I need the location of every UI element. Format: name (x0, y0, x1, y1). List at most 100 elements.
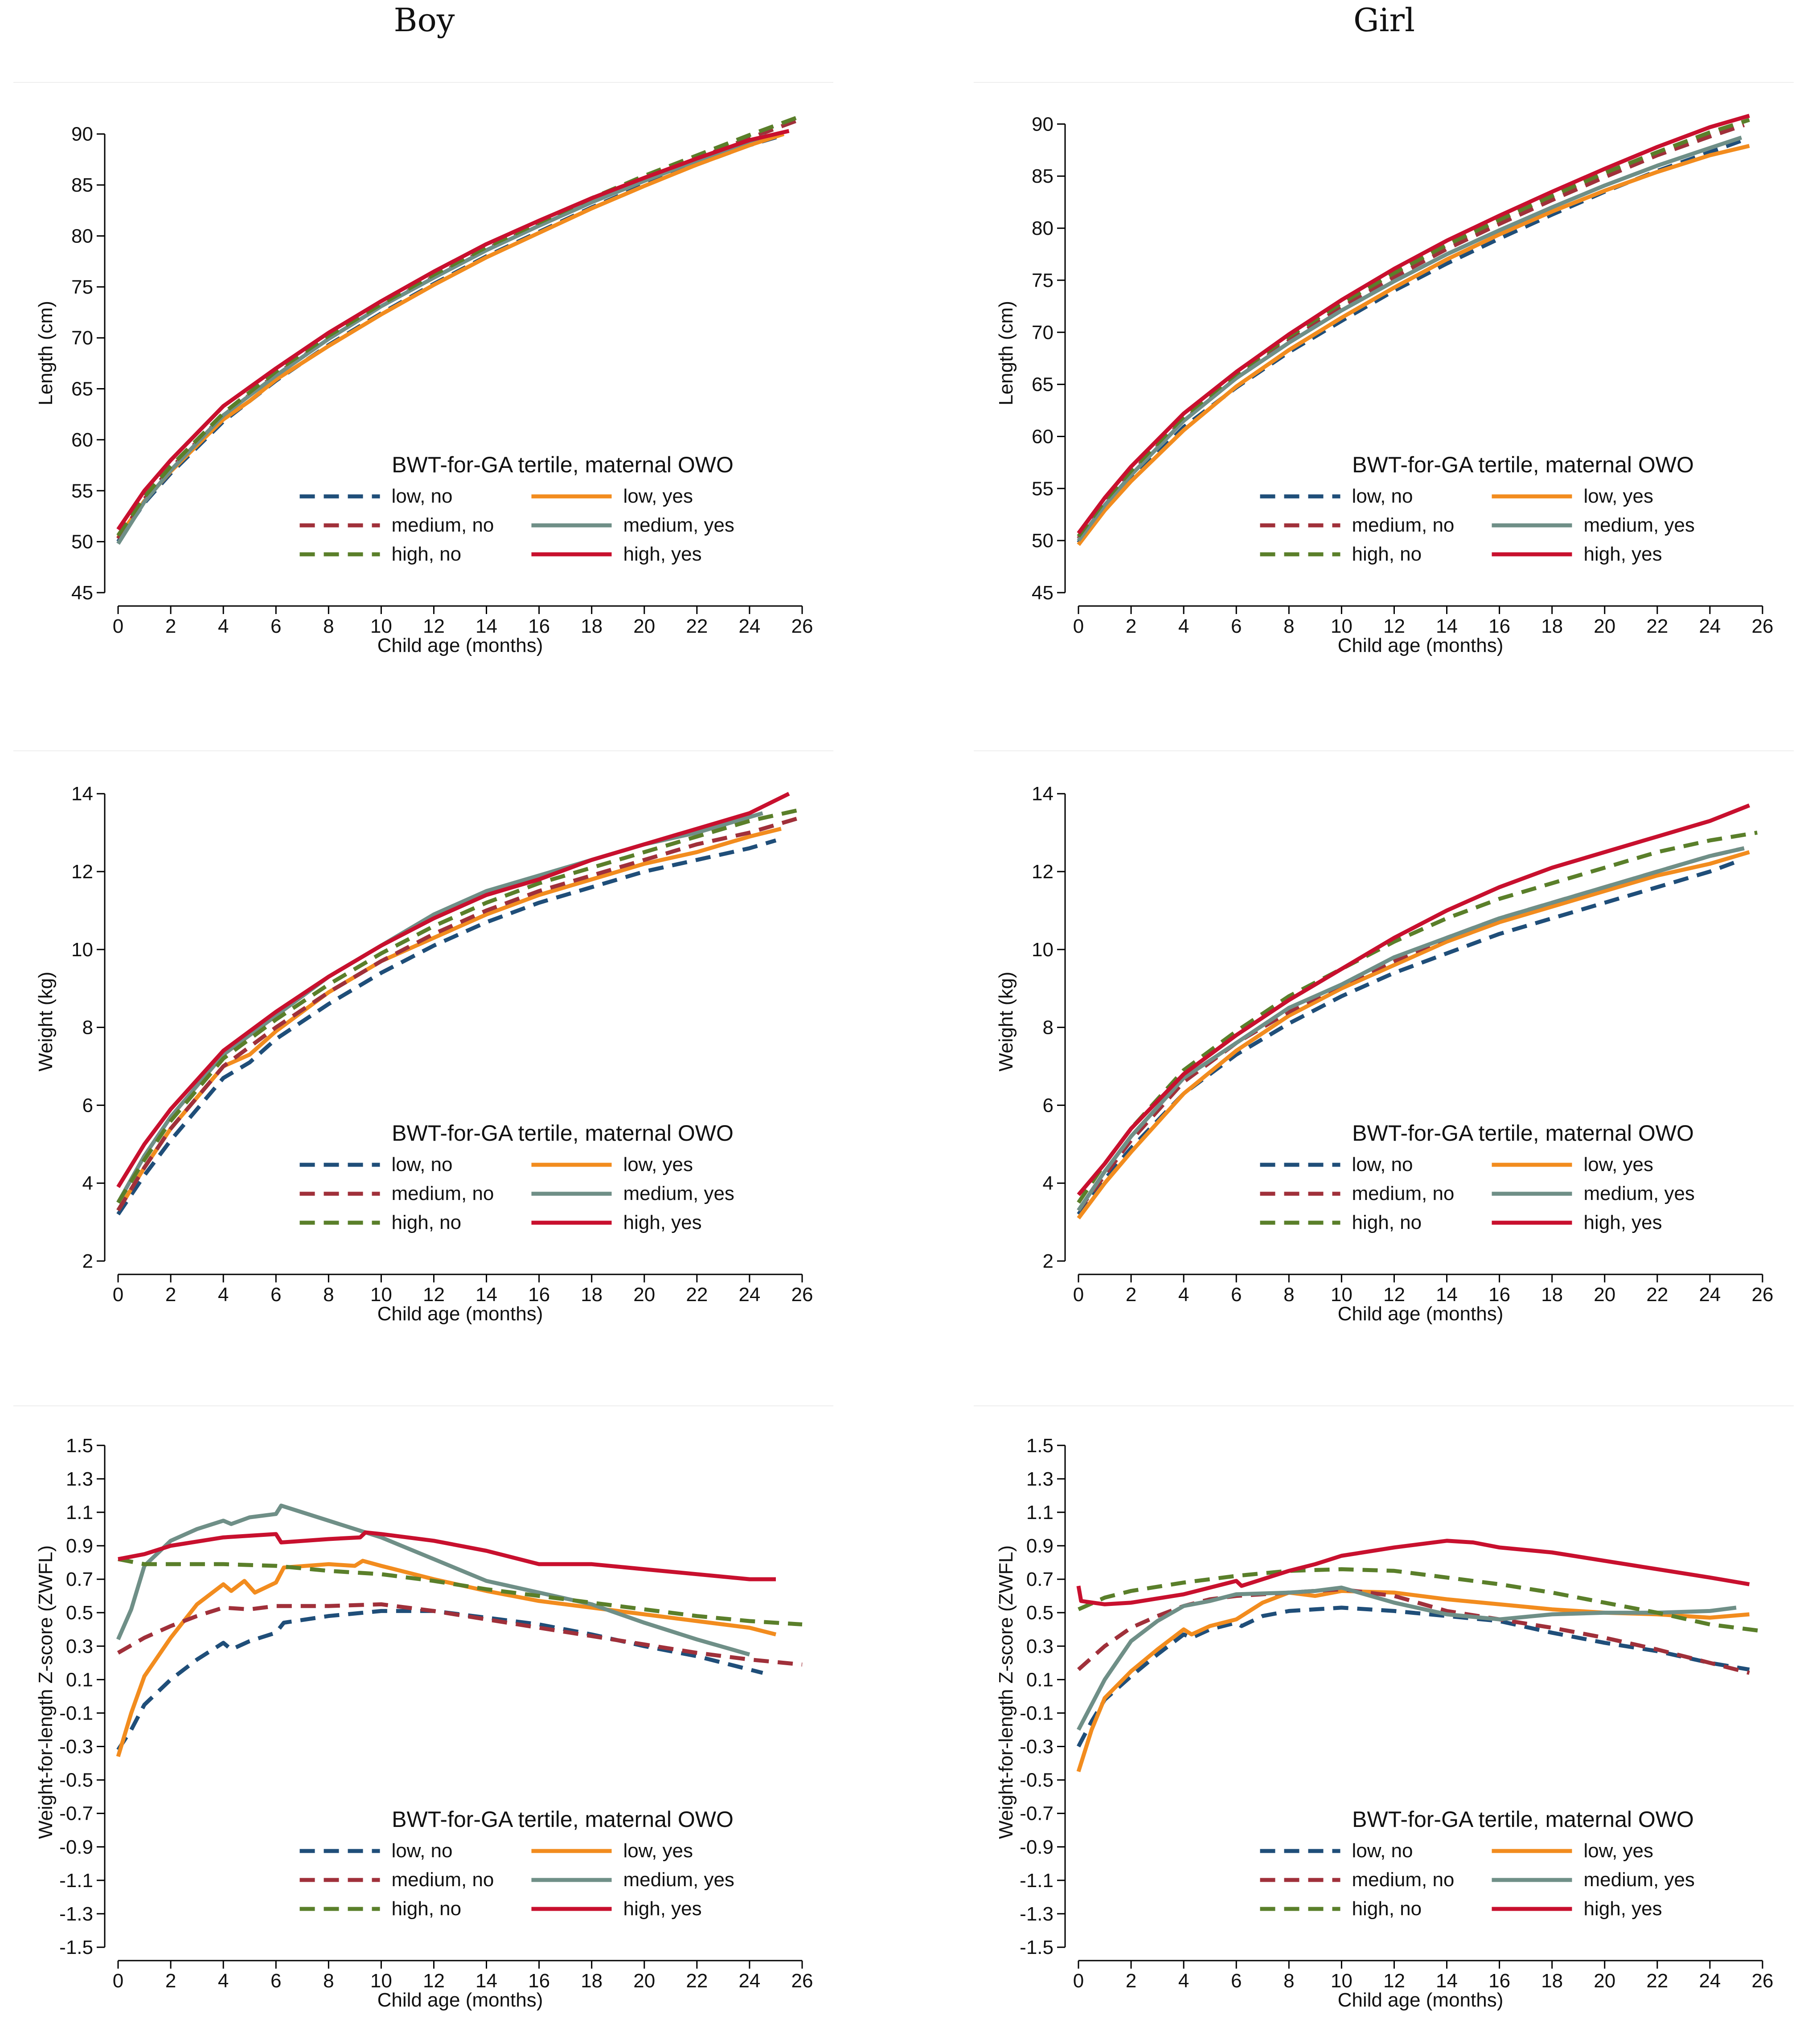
legend-label: low, yes (623, 1154, 693, 1175)
y-tick-label: 45 (1032, 582, 1053, 604)
y-tick-label: 85 (71, 174, 93, 196)
y-tick-label: -0.3 (59, 1736, 93, 1758)
x-tick-label: 14 (1436, 1970, 1458, 1992)
legend-label: medium, no (392, 1869, 494, 1891)
x-tick-label: 20 (633, 1284, 655, 1306)
y-tick-label: 60 (71, 429, 93, 451)
series-line-medium-yes (1077, 846, 1745, 1212)
x-axis-label: Child age (months) (1338, 1303, 1504, 1325)
series-line-low-yes (1076, 1589, 1750, 1773)
x-tick-label: 2 (165, 615, 176, 637)
series-line-high-yes (1077, 114, 1750, 535)
legend-label: medium, no (1352, 1869, 1455, 1891)
x-axis-label: Child age (months) (377, 635, 543, 656)
x-tick-label: 4 (1178, 615, 1189, 637)
x-tick-label: 8 (1283, 1970, 1294, 1992)
y-tick-label: 55 (1032, 478, 1053, 500)
y-tick-label: 1.3 (1026, 1468, 1053, 1490)
x-tick-label: 16 (1488, 1284, 1510, 1306)
legend-label: high, no (392, 1212, 462, 1233)
x-tick-label: 20 (1594, 1284, 1615, 1306)
y-tick-label: 65 (71, 378, 93, 400)
legend-label: low, yes (1584, 485, 1654, 507)
x-tick-label: 4 (1178, 1970, 1189, 1992)
series-line-medium-yes (116, 134, 766, 545)
y-tick-label: -1.1 (1020, 1870, 1053, 1892)
x-tick-label: 2 (1126, 615, 1136, 637)
series-line-high-no (118, 1557, 803, 1626)
x-tick-label: 24 (738, 615, 760, 637)
legend-label: low, no (1352, 1154, 1413, 1175)
x-tick-label: 14 (475, 1284, 497, 1306)
y-tick-label: 70 (1032, 322, 1053, 344)
series-line-low-yes (1077, 850, 1750, 1220)
x-tick-label: 24 (1699, 1970, 1721, 1992)
series-line-high-no (116, 807, 803, 1204)
y-tick-label: 1.5 (66, 1435, 93, 1457)
y-tick-label: -0.1 (1020, 1702, 1053, 1724)
y-tick-label: 0.5 (66, 1602, 93, 1624)
y-tick-label: 8 (82, 1017, 93, 1039)
legend-label: medium, yes (623, 1869, 734, 1891)
x-tick-label: 12 (423, 615, 445, 637)
y-tick-label: -0.9 (59, 1836, 93, 1858)
y-tick-label: 0.7 (1026, 1568, 1053, 1590)
x-tick-label: 16 (1488, 1970, 1510, 1992)
series-line-low-no (1077, 139, 1742, 544)
legend-title: BWT-for-GA tertile, maternal OWO (1352, 452, 1694, 477)
y-tick-label: -0.3 (1020, 1736, 1053, 1758)
chart-panel-girl-zwfl: 0 2 4 6 8 10 12 14 16 18 20 22 24 26-1.5-1.3-1.1-0.9-… (974, 1405, 1794, 2011)
y-tick-label: 60 (1032, 426, 1053, 447)
y-tick-label: 75 (71, 276, 93, 298)
series-line-high-yes (118, 1530, 776, 1581)
x-tick-label: 8 (323, 615, 334, 637)
legend-label: high, yes (623, 1212, 702, 1233)
x-tick-label: 26 (791, 1970, 813, 1992)
y-tick-label: -0.7 (59, 1803, 93, 1825)
x-tick-label: 10 (370, 1970, 392, 1992)
y-tick-label: 4 (1043, 1172, 1053, 1194)
y-tick-label: -0.5 (1020, 1769, 1053, 1791)
x-tick-label: 18 (1541, 1284, 1563, 1306)
x-tick-label: 20 (633, 615, 655, 637)
legend-title: BWT-for-GA tertile, maternal OWO (392, 452, 734, 477)
x-tick-label: 10 (1331, 615, 1353, 637)
y-tick-label: 90 (1032, 113, 1053, 135)
x-tick-label: 18 (1541, 1970, 1563, 1992)
series-line-low-no (1077, 1605, 1750, 1748)
x-tick-label: 24 (738, 1284, 760, 1306)
y-axis-label: Weight (kg) (35, 971, 57, 1071)
series-line-low-no (116, 838, 777, 1216)
x-tick-label: 12 (1383, 1970, 1405, 1992)
x-axis-label: Child age (months) (377, 1989, 543, 2011)
x-axis-label: Child age (months) (1338, 635, 1504, 656)
y-tick-label: 75 (1032, 270, 1053, 291)
x-tick-label: 2 (165, 1284, 176, 1306)
y-tick-label: 65 (1032, 374, 1053, 396)
x-tick-label: 14 (475, 1970, 497, 1992)
y-tick-label: -0.7 (1020, 1803, 1053, 1825)
x-tick-label: 10 (1331, 1284, 1353, 1306)
y-tick-label: -1.3 (59, 1903, 93, 1925)
y-tick-label: 4 (82, 1172, 93, 1194)
x-tick-label: 22 (1646, 1284, 1668, 1306)
y-tick-label: 1.3 (66, 1468, 93, 1490)
series-line-high-yes (1077, 803, 1750, 1196)
x-tick-label: 26 (791, 1284, 813, 1306)
y-tick-label: 1.1 (66, 1502, 93, 1523)
x-tick-label: 16 (528, 615, 550, 637)
legend-label: medium, no (392, 1183, 494, 1204)
x-tick-label: 8 (1283, 615, 1294, 637)
legend-label: medium, yes (623, 1183, 734, 1204)
x-tick-label: 8 (1283, 1284, 1294, 1306)
x-tick-label: 26 (1752, 1284, 1774, 1306)
x-axis-label: Child age (months) (377, 1303, 543, 1325)
legend-label: high, yes (1584, 1212, 1662, 1233)
y-tick-label: 14 (1032, 783, 1053, 805)
x-tick-label: 10 (370, 615, 392, 637)
x-tick-label: 6 (1231, 615, 1242, 637)
y-tick-label: 0.7 (66, 1568, 93, 1590)
series-line-high-yes (116, 129, 790, 531)
x-tick-label: 24 (738, 1970, 760, 1992)
series-line-high-no (116, 114, 803, 537)
